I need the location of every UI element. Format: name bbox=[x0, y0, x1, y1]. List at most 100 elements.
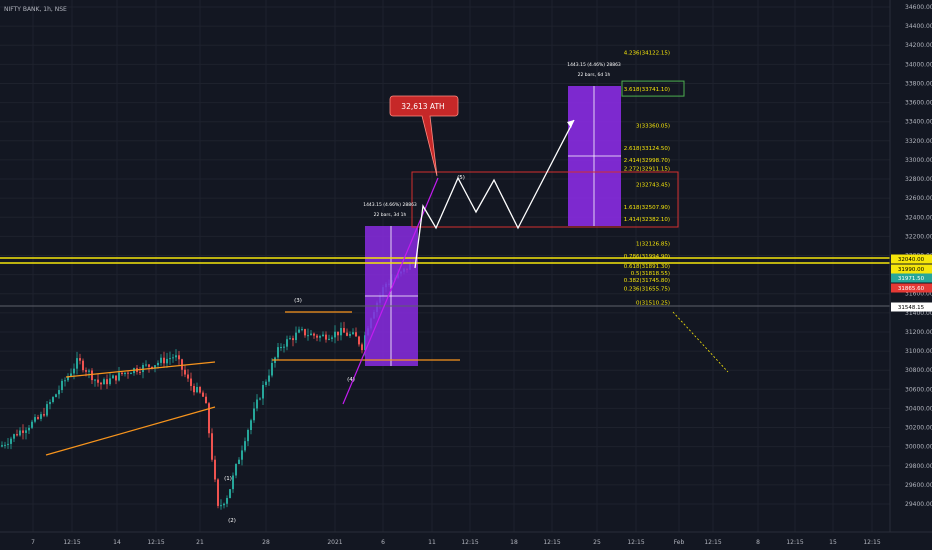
candle-body bbox=[160, 357, 162, 363]
fib-level-label: 2.414(32998.70) bbox=[624, 158, 670, 164]
candle bbox=[127, 370, 129, 379]
candle bbox=[343, 321, 345, 333]
measure-left-line1: 1443.15 (4.66%) 28863 bbox=[363, 202, 417, 208]
candle bbox=[298, 326, 300, 334]
candle bbox=[226, 495, 228, 508]
time-axis[interactable]: 7 12:15 14 12:15 21 28 2021 6 11 12:15 18 12:15 25 12… bbox=[31, 539, 881, 546]
candle-body bbox=[280, 346, 282, 348]
candle bbox=[16, 429, 18, 437]
candle-body bbox=[226, 498, 228, 504]
candle-body bbox=[292, 338, 294, 341]
y-tick-label: 30000.00 bbox=[905, 444, 932, 451]
candle bbox=[313, 332, 315, 339]
candle-body bbox=[151, 366, 153, 369]
candle-body bbox=[148, 364, 150, 367]
candle bbox=[304, 328, 306, 338]
candle-body bbox=[232, 475, 234, 490]
price-tag-label: 31865.60 bbox=[898, 286, 925, 292]
candle bbox=[310, 329, 312, 336]
candle bbox=[238, 457, 240, 465]
candle bbox=[280, 343, 282, 351]
candle bbox=[4, 441, 6, 449]
candle-body bbox=[97, 379, 99, 383]
candle-body bbox=[43, 414, 45, 416]
candle-body bbox=[175, 355, 177, 358]
candle bbox=[109, 372, 111, 386]
candle-body bbox=[241, 450, 243, 460]
y-tick-label: 30800.00 bbox=[905, 367, 932, 374]
candle bbox=[247, 428, 249, 447]
candle-body bbox=[202, 392, 204, 397]
candle bbox=[7, 438, 9, 449]
candle bbox=[283, 344, 285, 353]
candle-body bbox=[169, 358, 171, 360]
price-tag bbox=[891, 264, 932, 274]
candle bbox=[112, 374, 114, 379]
candle-body bbox=[328, 338, 330, 340]
candle bbox=[331, 335, 333, 342]
y-tick-label: 34200.00 bbox=[905, 42, 932, 49]
measure-right-line1: 1443.15 (4.46%) 28863 bbox=[567, 62, 621, 68]
x-tick-label: 6 bbox=[381, 539, 385, 546]
candle-body bbox=[100, 382, 102, 385]
candle bbox=[40, 411, 42, 422]
candle bbox=[211, 428, 213, 462]
candle-body bbox=[76, 358, 78, 369]
candle-body bbox=[340, 328, 342, 336]
candle bbox=[145, 360, 147, 367]
fib-level-label: 1.618(32507.90) bbox=[624, 205, 670, 211]
candle-body bbox=[67, 376, 69, 381]
candle-body bbox=[217, 479, 219, 506]
candle-body bbox=[352, 332, 354, 335]
candle bbox=[256, 394, 258, 412]
candle bbox=[139, 366, 141, 376]
candle-body bbox=[70, 373, 72, 377]
candle bbox=[199, 385, 201, 394]
candle bbox=[286, 335, 288, 351]
price-axis[interactable]: 29400.00 29600.00 29800.00 30000.00 30200.00… bbox=[891, 4, 932, 508]
fib-level-label: 1(32126.85) bbox=[636, 241, 670, 247]
candle bbox=[349, 331, 351, 338]
candle bbox=[262, 381, 264, 405]
candle-body bbox=[106, 379, 108, 385]
candle-body bbox=[4, 444, 6, 446]
candle-body bbox=[118, 372, 120, 381]
candle-body bbox=[109, 378, 111, 385]
x-tick-label: 18 bbox=[510, 539, 518, 546]
x-tick-label: 12:15 bbox=[786, 539, 803, 546]
y-tick-label: 34400.00 bbox=[905, 23, 932, 30]
candle bbox=[259, 397, 261, 401]
candle bbox=[130, 371, 132, 375]
candle-body bbox=[313, 333, 315, 336]
candle bbox=[337, 331, 339, 341]
candle-body bbox=[88, 370, 90, 372]
x-tick-label: 12:15 bbox=[543, 539, 560, 546]
candle-body bbox=[16, 434, 18, 436]
y-tick-label: 34000.00 bbox=[905, 61, 932, 68]
x-tick-label: 8 bbox=[756, 539, 760, 546]
candle bbox=[346, 328, 348, 337]
candle-body bbox=[244, 441, 246, 451]
candle bbox=[67, 373, 69, 383]
candle-body bbox=[337, 331, 339, 336]
candle-body bbox=[55, 394, 57, 398]
price-tag-label: 31548.15 bbox=[898, 305, 925, 311]
candle bbox=[166, 352, 168, 368]
ath-callout-bubble bbox=[389, 95, 459, 177]
fib-level-label: 2.618(33124.50) bbox=[624, 146, 670, 152]
candle bbox=[217, 478, 219, 509]
price-tag bbox=[891, 254, 932, 264]
candle bbox=[325, 331, 327, 343]
y-tick-label: 32200.00 bbox=[905, 233, 932, 240]
candle-body bbox=[145, 364, 147, 366]
candle bbox=[115, 375, 117, 385]
candle-body bbox=[238, 459, 240, 465]
candle bbox=[37, 414, 39, 420]
candle-body bbox=[358, 336, 360, 345]
candle-body bbox=[130, 373, 132, 375]
candle bbox=[268, 369, 270, 386]
candle-body bbox=[190, 378, 192, 386]
candle-body bbox=[112, 375, 114, 379]
fib-level-label: 3(33360.05) bbox=[636, 124, 670, 130]
